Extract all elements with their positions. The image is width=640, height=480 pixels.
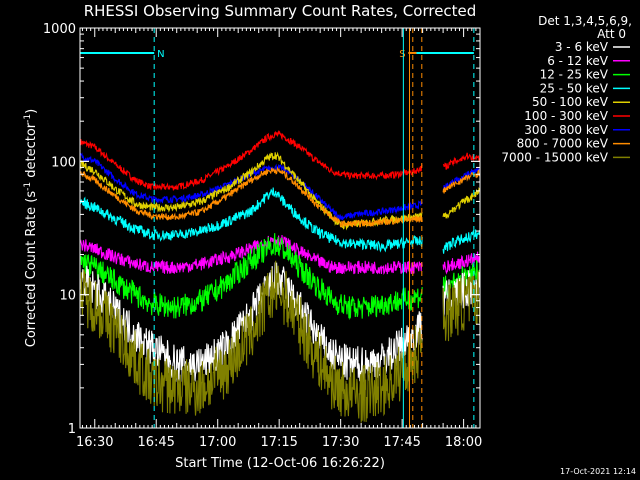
y-tick-label: 10 (59, 289, 76, 304)
x-axis-label: Start Time (12-Oct-06 16:26:22) (175, 456, 385, 471)
curve-0 (79, 129, 423, 191)
y-axis-label-mid: detector (24, 122, 39, 182)
y-tick-label: 100 (51, 155, 76, 170)
x-tick-label: 16:30 (76, 435, 113, 450)
plot-frame (79, 27, 481, 429)
y-axis-ticks: 1 10 100 1000 (43, 22, 480, 437)
legend-header-line1: Det 1,3,4,5,6,9, (538, 14, 632, 28)
y-tick-label: 1 (68, 422, 76, 437)
y-tick-label: 1000 (43, 22, 76, 37)
curve-2 (79, 151, 423, 231)
curve-8 (79, 260, 423, 423)
legend-entry: 7000 - 15000 keV (501, 150, 608, 164)
data-curves (79, 129, 481, 423)
curve-14 (442, 251, 481, 275)
x-tick-label: 17:45 (383, 435, 420, 450)
legend-entry: 800 - 7000 keV (517, 137, 609, 151)
y-axis-label-main: Corrected Count Rate (s (24, 191, 39, 348)
legend-entry: 300 - 800 keV (524, 123, 608, 137)
y-axis-label-sup2: -1 (23, 114, 33, 123)
legend-entry: 25 - 50 keV (540, 81, 609, 95)
marker-lines (153, 28, 475, 428)
chart-title: RHESSI Observing Summary Count Rates, Co… (84, 2, 477, 20)
y-axis-label-sup1: -1 (23, 182, 33, 191)
x-axis-ticks: 16:30 16:45 17:00 17:15 17:30 17:45 18:00 (76, 28, 482, 450)
x-tick-label: 17:00 (199, 435, 236, 450)
curve-3 (80, 165, 423, 228)
legend-entry: 12 - 25 keV (540, 68, 609, 82)
x-tick-label: 18:00 (445, 435, 482, 450)
x-tick-label: 17:30 (322, 435, 359, 450)
legend-header-line2: Att 0 (597, 27, 626, 41)
curve-5 (79, 234, 423, 275)
y-axis-label-end: ) (24, 109, 39, 114)
timestamp: 17-Oct-2021 12:14 (560, 467, 636, 476)
x-tick-label: 17:15 (260, 435, 297, 450)
legend-entry: 100 - 300 keV (524, 109, 608, 123)
curve-11 (442, 186, 480, 219)
x-tick-label: 16:45 (137, 435, 174, 450)
curve-4 (79, 187, 423, 253)
legend-entry: 50 - 100 keV (532, 95, 609, 109)
curve-13 (442, 229, 481, 254)
flag-label-N: N (157, 49, 164, 60)
flag-label-S: S (399, 49, 405, 60)
legend-entry: 3 - 6 keV (555, 40, 609, 54)
legend-entry: 6 - 12 keV (547, 54, 609, 68)
curve-6 (79, 233, 423, 321)
y-axis-label: Corrected Count Rate (s-1 detector-1) (23, 109, 39, 347)
